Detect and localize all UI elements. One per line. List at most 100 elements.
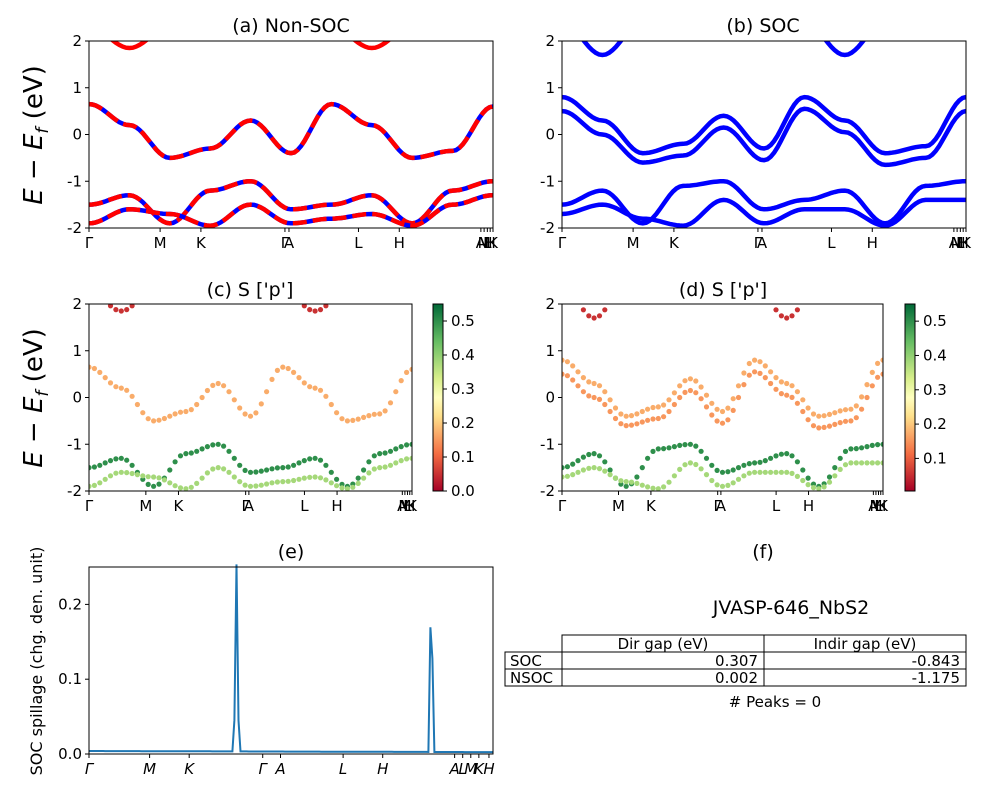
projected-point — [875, 460, 881, 466]
projected-point — [118, 455, 124, 461]
projected-point — [586, 379, 592, 385]
xtick-label: K — [174, 497, 185, 515]
projected-point — [607, 408, 613, 415]
ytick-label: -1 — [540, 435, 555, 453]
projected-point — [291, 369, 297, 375]
panel-c-frame — [88, 303, 413, 492]
projected-point — [602, 468, 608, 474]
ytick-label: 2 — [72, 32, 82, 50]
ylabel-spillage: SOC spillage (chg. den. unit) — [27, 547, 46, 776]
projected-point — [372, 287, 377, 292]
xtick-label: M — [951, 234, 964, 252]
xtick-label: A — [757, 234, 768, 252]
projected-point — [291, 477, 297, 484]
projected-point — [634, 411, 640, 417]
projected-point — [655, 486, 661, 491]
projected-point — [719, 483, 726, 489]
xtick-label: H — [394, 234, 405, 252]
projected-point — [730, 396, 736, 402]
projected-point — [859, 283, 864, 288]
projected-point — [183, 451, 189, 457]
projected-point — [339, 485, 345, 491]
xtick-label: K — [961, 234, 972, 252]
projected-point — [129, 470, 135, 477]
projected-point — [628, 422, 635, 428]
projected-point — [880, 371, 883, 377]
projected-point — [687, 441, 694, 447]
ytick-label: -1 — [67, 172, 82, 190]
projected-point — [377, 465, 383, 471]
projected-point — [596, 313, 603, 319]
projected-point — [842, 407, 849, 413]
projected-point — [677, 394, 683, 401]
projected-point — [859, 445, 865, 451]
projected-point — [773, 375, 779, 381]
panel-a-frame — [88, 40, 494, 229]
projected-point — [339, 289, 344, 294]
projected-point — [199, 446, 205, 452]
projected-point — [596, 383, 603, 389]
projected-point — [575, 383, 581, 389]
projected-point — [837, 420, 843, 426]
ytick-label: 0.2 — [58, 595, 82, 613]
projected-point — [307, 456, 313, 462]
projected-point — [124, 470, 130, 476]
ytick-label: -2 — [540, 219, 555, 237]
projected-point — [296, 460, 302, 466]
projected-point — [714, 406, 720, 412]
projected-point — [693, 461, 699, 468]
xtick-label: L — [354, 234, 363, 252]
projected-point — [162, 287, 167, 292]
projected-point — [204, 444, 210, 450]
table-row-nsoc-indir: -1.175 — [912, 669, 960, 687]
ytick-label: 0.0 — [58, 745, 82, 763]
ytick-label: 2 — [72, 295, 82, 313]
projected-point — [682, 442, 688, 448]
projected-point — [870, 283, 875, 288]
projected-point — [719, 408, 726, 415]
svg-text:E − Ef (eV): E − Ef (eV) — [19, 328, 53, 468]
projected-point — [671, 401, 678, 408]
projected-point — [334, 476, 340, 482]
xtick-label: K — [646, 497, 657, 515]
projected-point — [172, 411, 178, 417]
projected-point — [393, 446, 399, 452]
projected-point — [156, 481, 162, 487]
table-header-indir: Indir gap (eV) — [814, 635, 917, 653]
ytick-label: 0 — [72, 389, 82, 407]
projected-point — [334, 293, 339, 298]
projected-point — [183, 287, 188, 292]
projected-point — [752, 469, 758, 475]
projected-point — [562, 357, 565, 363]
projected-point — [356, 287, 361, 292]
projected-point — [687, 376, 694, 382]
projected-point — [323, 304, 329, 309]
projected-point — [794, 389, 801, 395]
projected-point — [129, 462, 135, 468]
ytick-label: 1 — [72, 79, 82, 97]
projected-point — [725, 469, 731, 475]
projected-point — [730, 467, 736, 473]
projected-point — [762, 375, 768, 381]
projected-point — [559, 283, 564, 288]
projected-point — [735, 394, 742, 401]
projected-point — [746, 470, 752, 476]
xtick-label: K — [184, 760, 195, 778]
projected-point — [89, 483, 92, 489]
projected-point — [103, 298, 108, 303]
projected-point — [226, 389, 232, 395]
projected-point — [377, 411, 383, 417]
projected-point — [859, 406, 865, 412]
projected-point — [323, 462, 329, 468]
ytick-label: 1 — [545, 79, 555, 97]
projected-point — [194, 480, 200, 486]
xtick-label: M — [869, 497, 882, 515]
projected-point — [253, 469, 259, 475]
projected-point — [404, 369, 410, 375]
panel-c-yticks: -2 -1 0 1 2 — [67, 295, 89, 500]
projected-point — [842, 448, 849, 454]
colorbar-tick-label: 0.3 — [451, 380, 475, 398]
panel-c-projected-bands — [89, 287, 412, 491]
projected-point — [177, 485, 184, 491]
